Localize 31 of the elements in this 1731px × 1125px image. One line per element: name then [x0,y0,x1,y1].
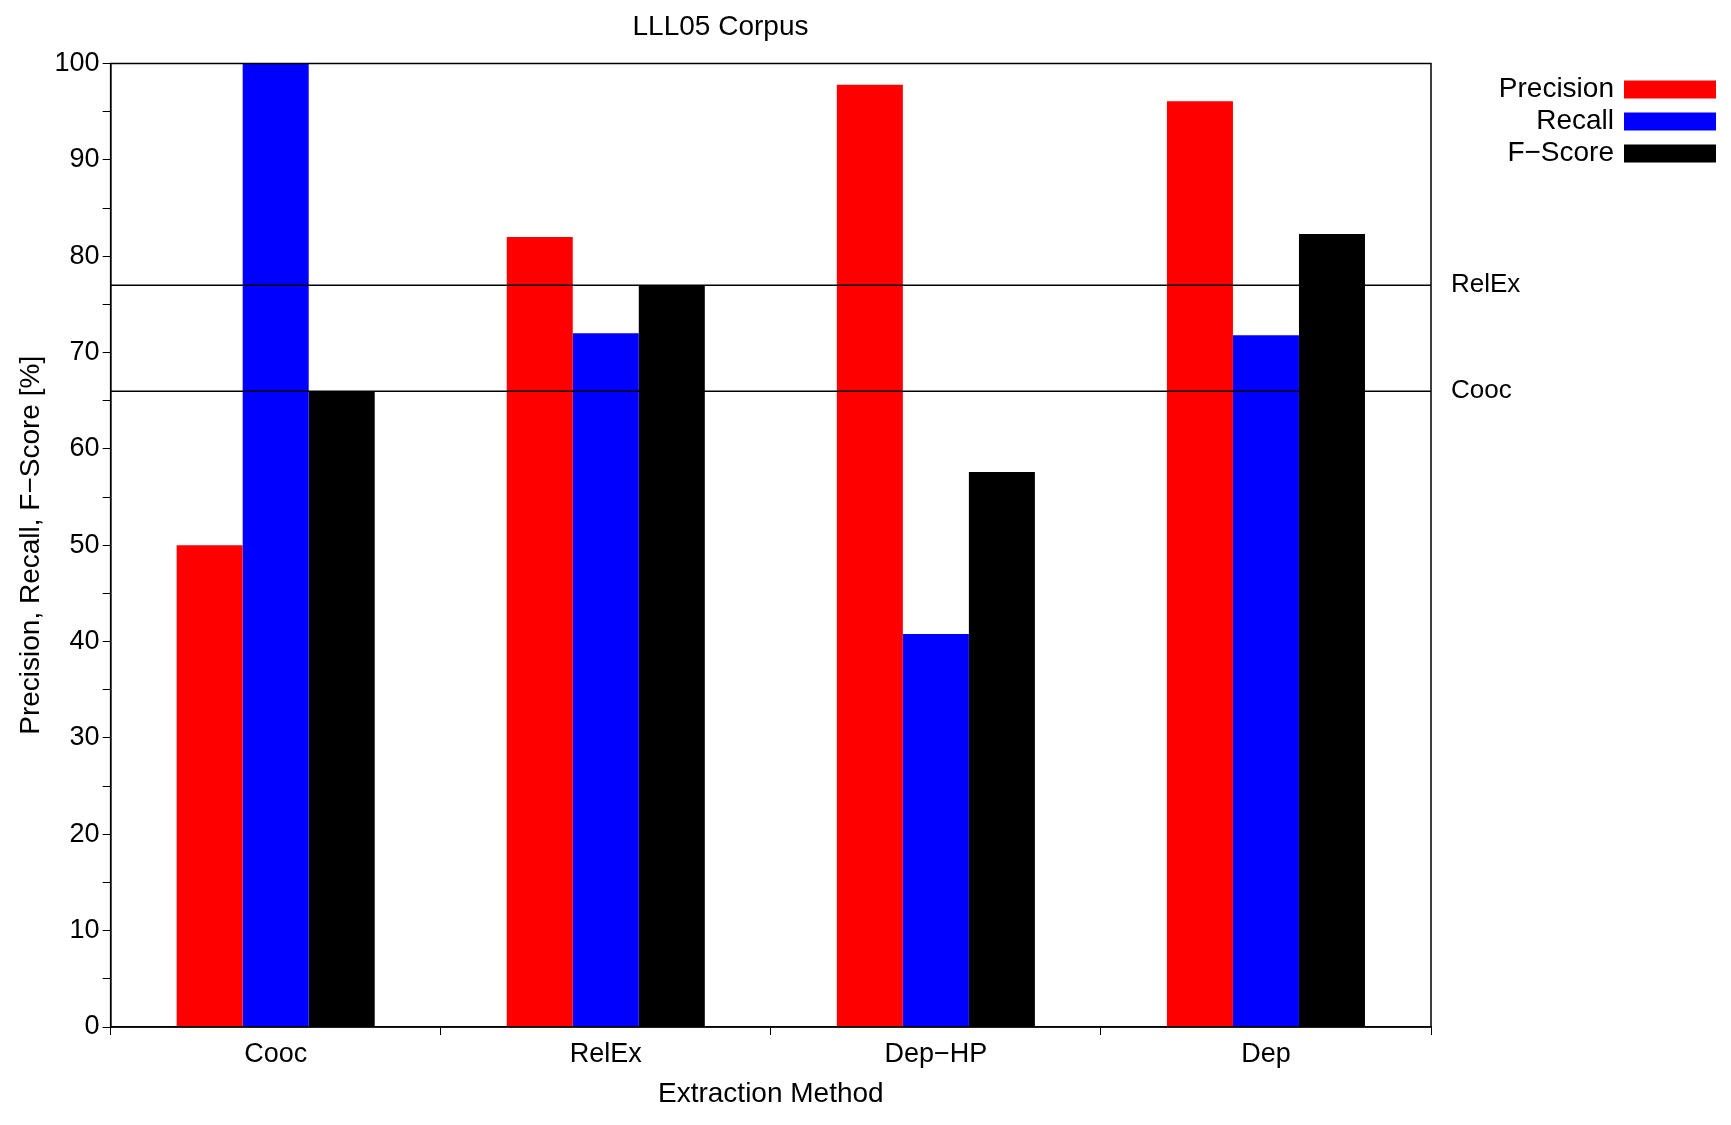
bar [572,333,639,1027]
bar [1166,101,1233,1027]
bar [176,545,243,1027]
legend-label: Precision [1498,72,1614,104]
y-tick-label: 90 [69,143,100,174]
y-tick-label: 70 [69,336,100,367]
legend-label: F−Score [1507,136,1614,168]
legend-label: Recall [1536,104,1614,136]
y-tick-label: 40 [69,625,100,656]
bar [506,237,573,1027]
y-tick-label: 10 [69,914,100,945]
x-tick-label: Cooc [244,1037,308,1068]
chart-title: LLL05 Corpus [632,9,809,41]
ref-line-label: Cooc [1451,374,1512,405]
x-tick-label: Dep−HP [884,1037,988,1068]
y-tick-label: 30 [69,721,100,752]
x-axis-title: Extraction Method [657,1076,884,1108]
y-tick-label: 20 [69,817,100,848]
bar [242,63,309,1027]
ref-line-label: RelEx [1451,268,1521,299]
y-tick-label: 0 [84,1010,100,1041]
y-tick-label: 80 [69,239,100,270]
y-tick-label: 50 [69,528,100,559]
y-tick-label: 60 [69,432,100,463]
x-tick-label: Dep [1241,1037,1291,1068]
bar [836,84,903,1027]
y-axis-title: Precision, Recall, F−Score [%] [13,355,45,735]
x-tick-label: RelEx [569,1037,643,1068]
bar [1232,335,1299,1027]
bar [902,633,969,1027]
y-tick-label: 100 [54,47,100,78]
